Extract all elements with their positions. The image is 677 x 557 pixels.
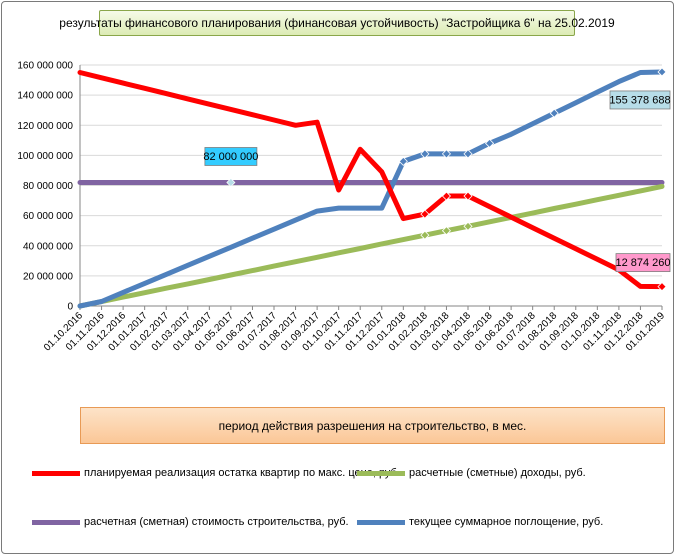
callout-box (609, 90, 671, 110)
y-tick-label: 20 000 000 (23, 271, 73, 282)
callouts: 82 000 000 155 378 688 12 874 260 (203, 90, 671, 273)
x-axis-title: период действия разрешения на строительс… (80, 407, 665, 444)
y-tick-label: 140 000 000 (17, 91, 73, 102)
y-axis: 0 20 000 000 40 000 000 60 000 000 80 000 00… (17, 61, 81, 313)
legend-swatch-purple (32, 519, 80, 525)
legend-swatch-red (32, 470, 80, 476)
data-point-marker (398, 156, 408, 166)
y-tick-label: 100 000 000 (17, 151, 73, 162)
callout-text: 82 000 000 (203, 151, 258, 163)
legend-label-green: расчетные (сметные) доходы, руб. (409, 467, 586, 479)
callout-label: 12 874 260 (615, 253, 671, 273)
legend-label-purple: расчетная (сметная) стоимость строительс… (84, 516, 349, 528)
legend-item-purple: расчетная (сметная) стоимость строительс… (32, 516, 349, 528)
chart-title: результаты финансового планирования (фин… (59, 10, 615, 36)
series-line-3 (77, 69, 665, 309)
data-point-marker (549, 108, 559, 118)
data-point-marker (441, 191, 452, 201)
y-tick-label: 120 000 000 (17, 121, 73, 132)
legend-item-red: планируемая реализация остатка квартир п… (32, 467, 400, 479)
legend-label-blue: текущее суммарное поглощение, руб. (409, 516, 604, 528)
data-point-marker (420, 209, 430, 219)
legend-swatch-green (357, 470, 405, 476)
callout-label: 155 378 688 (609, 90, 671, 110)
y-tick-label: 40 000 000 (23, 241, 73, 252)
series-line-0 (77, 70, 665, 290)
legend-item-blue: текущее суммарное поглощение, руб. (357, 516, 603, 528)
callout-box (204, 147, 258, 166)
series-line-1 (77, 183, 665, 309)
data-point-marker (441, 149, 452, 159)
data-point-marker (420, 230, 430, 240)
callout-label: 82 000 000 (203, 147, 258, 166)
series-lines (77, 69, 665, 309)
data-point-marker (463, 191, 473, 201)
data-point-marker (484, 138, 495, 148)
data-point-marker (226, 177, 236, 188)
series-markers (226, 67, 667, 292)
data-point-marker (463, 221, 473, 231)
legend-swatch-blue (357, 519, 405, 525)
data-point-marker (420, 149, 430, 159)
callout-text: 12 874 260 (615, 257, 670, 269)
data-point-marker (657, 282, 667, 292)
y-tick-label: 0 (67, 302, 73, 313)
y-tick-label: 60 000 000 (23, 211, 73, 222)
legend-label-red: планируемая реализация остатка квартир п… (84, 467, 400, 479)
data-point-marker (463, 149, 473, 159)
y-tick-label: 160 000 000 (17, 61, 73, 72)
data-point-marker (657, 67, 667, 77)
callout-text: 155 378 688 (609, 94, 670, 106)
legend-item-green: расчетные (сметные) доходы, руб. (357, 467, 586, 479)
y-tick-label: 80 000 000 (23, 181, 73, 192)
callout-box (615, 253, 671, 273)
x-axis: 01.10.201601.11.201601.12.201601.01.2017… (42, 305, 667, 354)
data-point-marker (441, 226, 452, 236)
